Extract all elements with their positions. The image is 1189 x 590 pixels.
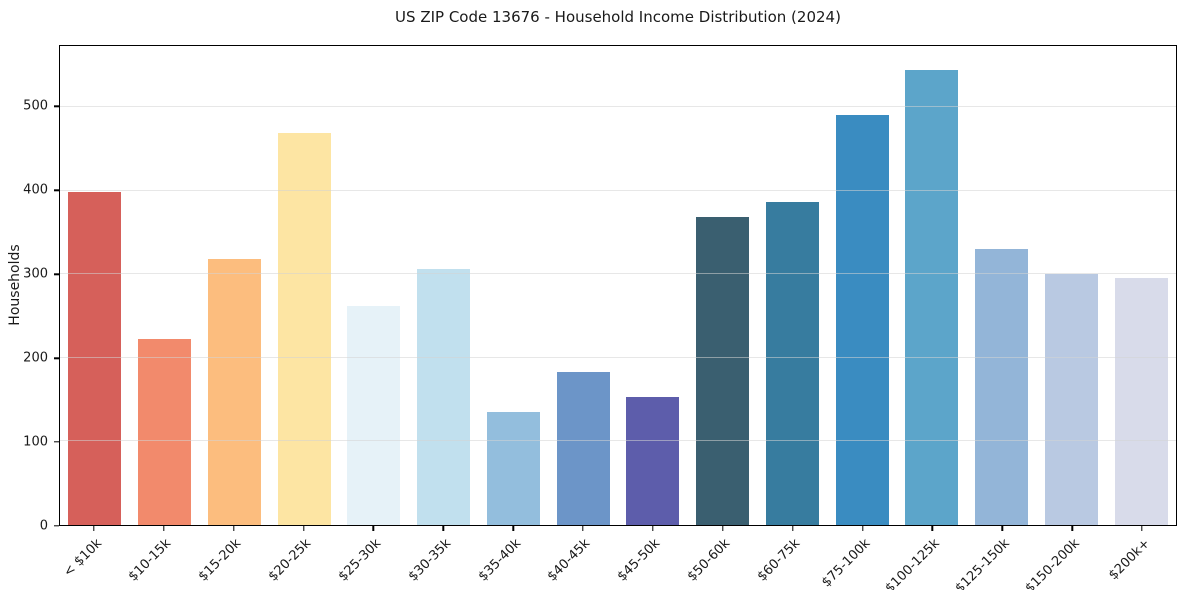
bar-slot xyxy=(269,46,339,525)
x-tick-label: $60-75k xyxy=(754,536,804,585)
bar-$45-50k xyxy=(626,397,680,525)
bar-slot xyxy=(479,46,549,525)
bar-series xyxy=(60,46,1176,525)
y-tick-mark xyxy=(54,525,59,527)
y-tick-label: 500 xyxy=(23,98,48,114)
bar-slot xyxy=(827,46,897,525)
x-tick-mark xyxy=(722,526,724,531)
y-tick-label: 0 xyxy=(39,518,48,534)
x-tick-mark xyxy=(93,526,95,531)
bar-$125-150k xyxy=(975,249,1029,525)
x-tick-mark xyxy=(861,526,864,531)
x-tick-label: $45-50k xyxy=(615,536,664,585)
x-tick-label: $100-125k xyxy=(882,536,944,590)
y-tick-mark xyxy=(54,357,59,359)
x-tick-label: $20-25k xyxy=(265,536,315,585)
x-tick-mark xyxy=(512,526,514,531)
bar-$60-75k xyxy=(765,201,819,525)
bar-slot xyxy=(897,46,967,525)
bar-$10-15k xyxy=(138,339,192,525)
bar-slot xyxy=(688,46,758,525)
x-tick-mark xyxy=(652,526,654,531)
plot-area xyxy=(59,45,1177,526)
bar-slot xyxy=(758,46,828,525)
y-tick-label: 100 xyxy=(23,434,48,450)
x-tick-mark xyxy=(442,526,445,531)
bar-$200k+ xyxy=(1114,278,1168,525)
bar-$40-45k xyxy=(556,372,610,525)
bar-slot xyxy=(1037,46,1107,525)
y-tick-label: 200 xyxy=(23,350,48,366)
bar-$150-200k xyxy=(1044,274,1098,525)
x-tick-label: $150-200k xyxy=(1022,536,1083,590)
bar-$50-60k xyxy=(696,216,750,525)
x-tick-label: $75-100k xyxy=(818,536,874,590)
bar-slot xyxy=(60,46,130,525)
y-tick-mark xyxy=(54,441,59,443)
x-tick-label: $40-45k xyxy=(545,536,594,585)
x-tick-mark xyxy=(1001,526,1004,531)
bar-$30-35k xyxy=(417,269,471,525)
bar-slot xyxy=(339,46,409,525)
x-tick-mark xyxy=(232,526,235,531)
x-tick-label: $200k+ xyxy=(1105,536,1153,584)
x-tick-label: $10-15k xyxy=(125,536,175,585)
bar-slot xyxy=(409,46,479,525)
bar-< $10k xyxy=(68,192,122,525)
x-tick-mark xyxy=(372,526,375,531)
bar-slot xyxy=(130,46,200,525)
x-tick-mark xyxy=(302,526,305,531)
x-tick-mark xyxy=(582,526,584,531)
x-tick-label: $50-60k xyxy=(684,536,734,585)
x-tick-label: < $10k xyxy=(60,536,105,581)
x-tick-label: $30-35k xyxy=(405,536,454,585)
y-tick-label: 400 xyxy=(23,182,48,198)
bar-$25-30k xyxy=(347,305,401,525)
bar-slot xyxy=(1106,46,1176,525)
x-tick-mark xyxy=(1071,526,1073,531)
y-tick-mark xyxy=(54,189,59,191)
bar-$20-25k xyxy=(277,132,331,525)
y-tick-mark xyxy=(54,273,59,275)
y-axis-ticks: 0 100 200 300 400 500 xyxy=(0,45,59,534)
x-tick-label: $125-150k xyxy=(952,536,1013,590)
bar-$15-20k xyxy=(207,259,261,525)
x-tick-mark xyxy=(1141,526,1143,531)
x-tick-label: $35-40k xyxy=(475,536,524,585)
bar-slot xyxy=(200,46,270,525)
bar-slot xyxy=(618,46,688,525)
bar-slot xyxy=(548,46,618,525)
y-tick-label: 300 xyxy=(23,266,48,282)
x-tick-label: $15-20k xyxy=(195,536,245,585)
x-tick-mark xyxy=(791,526,794,531)
x-axis-ticks: < $10k $10-15k $15-20k $20-25k $25-30k $30-35… xyxy=(59,526,1177,590)
bar-$75-100k xyxy=(835,115,889,525)
x-tick-label: $25-30k xyxy=(335,536,385,585)
bar-slot xyxy=(967,46,1037,525)
x-tick-mark xyxy=(163,526,165,531)
bar-$35-40k xyxy=(486,412,540,525)
y-tick-mark xyxy=(54,105,59,107)
x-tick-mark xyxy=(931,526,934,531)
bar-$100-125k xyxy=(905,70,959,525)
chart-title: US ZIP Code 13676 - Household Income Dis… xyxy=(395,8,841,26)
